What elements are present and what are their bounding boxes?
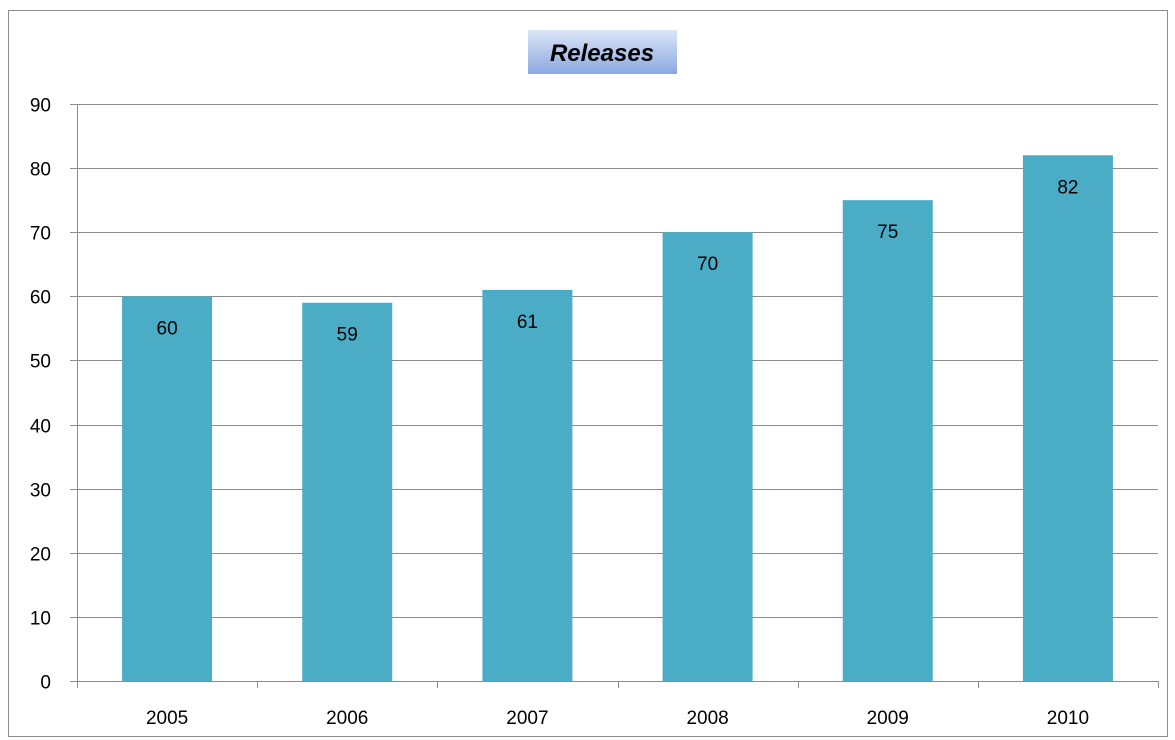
y-tick-label: 10 <box>30 609 51 630</box>
data-label: 75 <box>877 222 898 243</box>
bar <box>482 289 573 681</box>
x-tick-label: 2010 <box>1047 708 1089 729</box>
x-tick-label: 2007 <box>506 708 548 729</box>
chart-title-background <box>528 30 677 74</box>
x-tick-label: 2008 <box>686 708 728 729</box>
x-tick-label: 2005 <box>146 708 188 729</box>
chart-title-text: Releases <box>550 40 654 67</box>
y-tick-label: 30 <box>30 481 51 502</box>
y-axis-tick-labels: 0 10 20 30 40 50 60 70 80 90 <box>30 96 51 694</box>
bar <box>662 232 753 681</box>
y-tick-label: 20 <box>30 545 51 566</box>
chart-title: Releases <box>528 30 677 74</box>
bar <box>1022 155 1113 682</box>
x-tick-label: 2006 <box>326 708 368 729</box>
y-tick-label: 90 <box>30 96 51 117</box>
bar <box>122 296 213 681</box>
bar <box>842 200 933 681</box>
x-tick-label: 2009 <box>867 708 909 729</box>
y-tick-label: 40 <box>30 417 51 438</box>
gridlines <box>77 104 1158 618</box>
axes <box>70 104 1159 688</box>
bar <box>302 302 393 681</box>
data-labels: 60 59 61 70 75 82 <box>157 177 1079 345</box>
y-tick-label: 50 <box>30 352 51 373</box>
bars <box>122 155 1113 682</box>
data-label: 61 <box>517 312 538 333</box>
y-tick-label: 60 <box>30 288 51 309</box>
data-label: 82 <box>1057 177 1078 198</box>
data-label: 60 <box>157 318 178 339</box>
data-label: 70 <box>697 254 718 275</box>
data-label: 59 <box>337 325 358 346</box>
y-tick-label: 0 <box>40 673 51 694</box>
y-tick-label: 80 <box>30 160 51 181</box>
y-tick-label: 70 <box>30 224 51 245</box>
x-axis-tick-labels: 2005 2006 2007 2008 2009 2010 <box>146 708 1089 729</box>
